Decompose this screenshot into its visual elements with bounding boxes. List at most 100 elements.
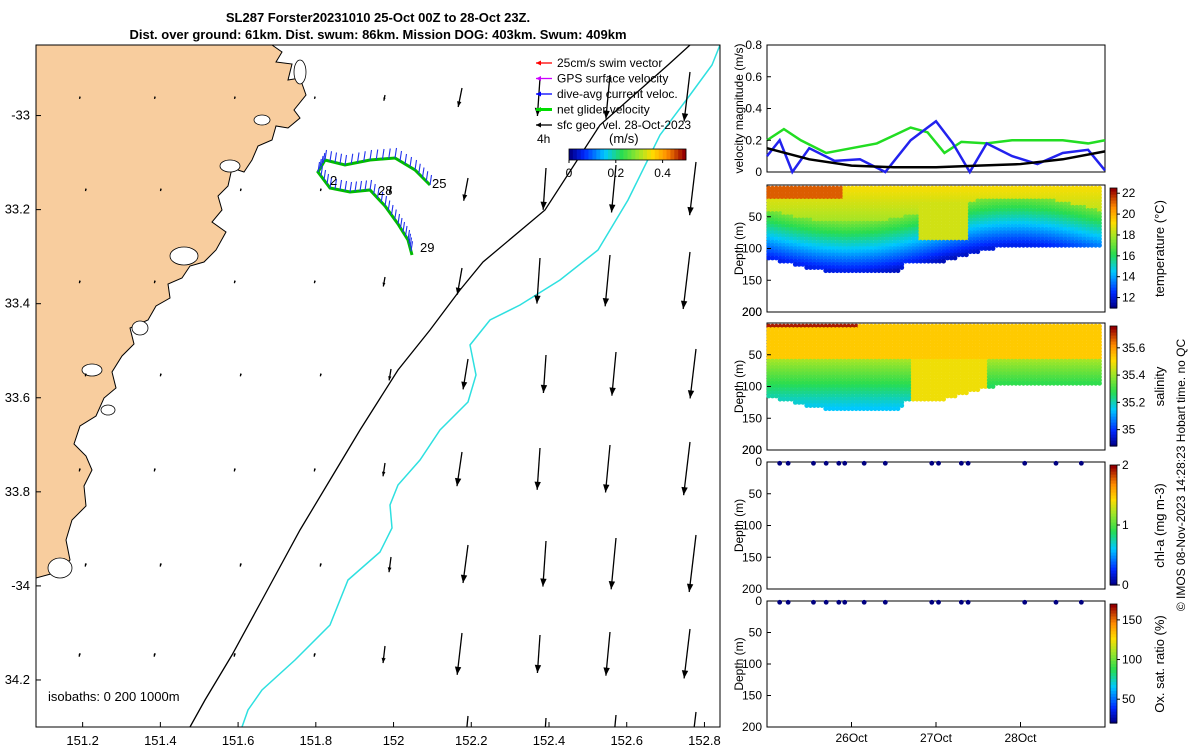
- colorbar-cell: [1110, 242, 1117, 246]
- section-point: [1097, 242, 1102, 248]
- colorbar-cell: [1110, 302, 1117, 306]
- colorbar-cell: [631, 149, 636, 160]
- surface-point: [777, 460, 783, 466]
- surface-point: [882, 599, 888, 605]
- section-point: [861, 268, 867, 274]
- section-point: [1009, 242, 1015, 248]
- section-point: [937, 258, 943, 264]
- dive-avg-current-arrow: [390, 204, 394, 216]
- surface-point: [836, 460, 842, 466]
- dive-avg-current-arrow: [376, 187, 380, 199]
- geo-vel-arrow-head: [314, 96, 317, 99]
- geo-vel-arrow-head: [388, 190, 392, 194]
- section-point: [1062, 242, 1068, 248]
- dive-avg-current-arrow: [388, 148, 391, 159]
- section-point: [796, 261, 802, 267]
- dive-avg-current-arrow: [369, 149, 373, 161]
- section-point: [1074, 242, 1080, 248]
- section-point: [952, 255, 958, 261]
- section-point: [922, 258, 927, 264]
- geo-vel-arrow: [688, 534, 697, 593]
- section-point: [918, 258, 924, 264]
- geo-vel-arrow-head: [320, 188, 322, 192]
- map-y-tick-label: 33.6: [5, 390, 30, 405]
- estuary: [293, 59, 307, 85]
- section-point: [899, 265, 905, 270]
- section-point: [792, 261, 798, 267]
- dive-avg-current-arrow: [414, 159, 418, 171]
- surface-point: [811, 599, 816, 605]
- colorbar-tick-label: 12: [1122, 291, 1136, 305]
- geo-vel-arrow-head: [603, 484, 610, 493]
- colorbar-tick-label: 16: [1122, 249, 1136, 263]
- geo-vel-arrow-head: [159, 563, 162, 567]
- dive-avg-current-arrow: [326, 173, 330, 185]
- surface-point: [882, 460, 888, 466]
- surface-point: [965, 599, 971, 605]
- velocity-y-tick-label: 0.2: [745, 133, 762, 147]
- surface-point: [861, 460, 867, 466]
- section-point: [1081, 242, 1087, 248]
- section-y-label: Depth (m): [732, 360, 746, 413]
- geo-vel-arrow-head: [534, 664, 542, 673]
- dive-avg-current-arrow: [339, 179, 343, 191]
- section-point: [941, 258, 947, 264]
- surface-point: [958, 599, 964, 605]
- surface-point: [1053, 460, 1059, 466]
- colorbar-tick-label: 0: [1122, 578, 1129, 592]
- geo-vel-arrow: [614, 714, 617, 727]
- geo-vel-arrow-head: [319, 563, 322, 567]
- colorbar-cell: [1110, 206, 1117, 210]
- section-point: [865, 268, 870, 274]
- geo-vel-arrow-head: [85, 188, 87, 192]
- geo-vel-arrow: [693, 711, 697, 727]
- dive-avg-current-arrow: [339, 153, 343, 164]
- section-point: [766, 255, 772, 261]
- colorbar-cell: [1110, 215, 1117, 219]
- legend-arrowhead: [536, 76, 541, 81]
- colorbar-tick-label: 50: [1122, 692, 1136, 706]
- geo-vel-arrow: [682, 251, 691, 310]
- time-tick-label: 27Oct: [920, 731, 953, 745]
- section-point: [1005, 242, 1011, 248]
- colorbar-tick-label: 100: [1122, 653, 1142, 667]
- section-point: [785, 396, 791, 402]
- dive-avg-current-arrow: [322, 152, 326, 164]
- section-point: [857, 268, 863, 274]
- surface-point: [811, 460, 816, 466]
- geo-vel-arrow-head: [455, 287, 462, 295]
- section-point: [781, 396, 787, 402]
- colorbar-cell: [615, 149, 620, 160]
- section-point: [838, 268, 844, 274]
- section-point: [811, 403, 817, 408]
- colorbar-cell: [1110, 290, 1117, 294]
- legend-arrowhead: [536, 91, 541, 97]
- map-x-tick-label: 152: [383, 733, 405, 748]
- colorbar-cell: [1110, 326, 1117, 330]
- colorbar-cell: [1110, 305, 1117, 309]
- estuary: [253, 114, 271, 126]
- colorbar-tick-label: 20: [1122, 207, 1136, 221]
- colorbar-tick-label: 0.4: [654, 166, 671, 180]
- geo-vel-arrow-head: [154, 96, 157, 99]
- section-point: [1085, 242, 1091, 248]
- section-y-tick-label: 200: [742, 305, 762, 319]
- section-y-tick-label: 200: [742, 720, 762, 734]
- colorbar-cell: [1110, 293, 1117, 297]
- colorbar-cell: [596, 149, 601, 160]
- section-point: [830, 268, 836, 274]
- section-point: [956, 252, 962, 258]
- section-point: [842, 268, 848, 274]
- legend-4h: 4h: [537, 132, 550, 146]
- geo-vel-arrow-head: [240, 188, 242, 192]
- geo-vel-arrow: [683, 71, 691, 122]
- surface-point: [1053, 599, 1059, 605]
- geo-vel-arrow: [683, 628, 691, 679]
- geo-vel-arrow-head: [540, 384, 548, 393]
- section-point: [849, 268, 855, 274]
- colorbar-cell: [611, 149, 617, 160]
- surface-point: [929, 599, 935, 605]
- estuary: [169, 246, 199, 266]
- section-point: [971, 249, 977, 255]
